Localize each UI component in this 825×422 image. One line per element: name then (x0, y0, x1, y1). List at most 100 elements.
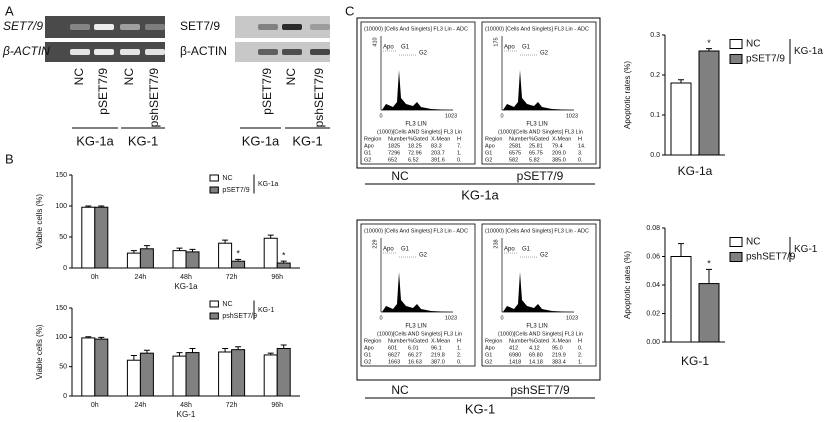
y-tick-label: 150 (55, 305, 67, 312)
gel-band (282, 49, 302, 55)
panel-label: A (5, 3, 14, 18)
legend-swatch (209, 186, 219, 194)
flow-gate: G1 (522, 247, 531, 253)
flow-cell: 14.18 (529, 359, 543, 365)
flow-cell: 5.82 (529, 157, 540, 163)
x-tick-label: 0h (91, 274, 99, 281)
flow-box (360, 223, 476, 367)
flow-header: (10000) [Cells And Singlets] FL3 Lin - A… (485, 228, 589, 234)
flow-cell: 6627 (388, 352, 400, 358)
error-bar (98, 205, 105, 208)
y-axis-label: Apoptotic rates (%) (623, 61, 632, 129)
y-tick-label: 0 (63, 265, 67, 272)
error-bar (706, 48, 712, 51)
flow-frame (356, 17, 601, 169)
flow-xtick: 0 (379, 315, 382, 321)
legend-swatch (209, 300, 219, 308)
flow-table-title: (1000)[Cells AND Singlets] FL3 Lin (377, 331, 462, 337)
flow-cell: 66.27 (408, 352, 422, 358)
bar (231, 260, 246, 269)
flow-ymax: 229 (372, 239, 378, 248)
flow-cell: 2. (457, 352, 462, 358)
flow-cell-line: KG-1 (465, 401, 495, 416)
group-label: KG-1a (242, 133, 280, 148)
error-bar (222, 239, 229, 244)
flow-box (481, 223, 597, 367)
flow-col: H (457, 136, 461, 142)
flow-cell: 6980 (509, 352, 521, 358)
legend-label: pSET7/9 (746, 54, 785, 65)
bar (172, 355, 187, 397)
error-bar (189, 248, 196, 252)
lane-label: NC (284, 68, 298, 86)
flow-cell: 96.1 (431, 345, 442, 351)
y-axis-label: Viable cells (%) (35, 194, 44, 249)
flow-cell: G1 (485, 352, 492, 358)
flow-col: Number (509, 338, 529, 344)
y-tick-label: 0.08 (646, 225, 660, 232)
y-tick-label: 100 (55, 203, 67, 210)
error-bar (678, 243, 684, 257)
flow-xtick: 0 (500, 113, 503, 119)
gel-row-label: SET7/9 (180, 19, 220, 33)
flow-cell: 412 (509, 345, 518, 351)
flow-cell: 6.01 (408, 345, 419, 351)
flow-cell-line: KG-1a (461, 187, 499, 202)
flow-gate: Apo (504, 247, 515, 253)
flow-cell: 601 (388, 345, 397, 351)
flow-cell: 1. (578, 359, 583, 365)
flow-cell: 391.6 (431, 157, 445, 163)
flow-sample-label: NC (391, 383, 409, 397)
flow-histogram (503, 70, 572, 110)
significance: * (282, 251, 286, 261)
flow-histogram (503, 272, 572, 312)
gel-band (120, 24, 140, 30)
legend-label: pshSET7/9 (222, 313, 257, 320)
flow-col: %Gated (529, 136, 549, 142)
flow-col: %Gated (408, 338, 428, 344)
gel-band (145, 24, 165, 30)
lane-label: NC (72, 68, 86, 86)
bar (94, 338, 109, 397)
error-bar (176, 352, 183, 357)
flow-gate: Apo (383, 247, 394, 253)
gel-band (282, 24, 302, 30)
flow-cell: 219.9 (552, 352, 566, 358)
bar (94, 206, 109, 269)
flow-cell: G1 (485, 150, 492, 156)
error-bar (85, 205, 92, 208)
y-tick-label: 0.1 (650, 112, 660, 119)
error-bar (280, 344, 287, 349)
legend-swatch (729, 252, 743, 262)
lane-label: pshSET7/9 (312, 68, 326, 128)
bar (263, 354, 278, 397)
gel-band (70, 49, 90, 55)
bar (698, 283, 720, 343)
flow-cell: 25.81 (529, 143, 543, 149)
legend-label: NC (222, 301, 232, 308)
gel-band (94, 24, 114, 30)
error-bar (678, 79, 684, 83)
x-axis-label: KG-1a (678, 164, 713, 178)
y-tick-label: 150 (55, 172, 67, 179)
x-tick-label: 24h (135, 402, 147, 409)
flow-cell: 383.4 (552, 359, 566, 365)
flow-cell: 3. (578, 150, 583, 156)
flow-cell: 1418 (509, 359, 521, 365)
flow-gate: G2 (540, 253, 549, 259)
error-bar (85, 336, 92, 338)
flow-col: Number (388, 136, 408, 142)
panel-label: C (345, 3, 354, 18)
x-axis-label: KG-1 (177, 410, 196, 419)
group-label: KG-1a (76, 133, 114, 148)
flow-gate: G2 (419, 253, 428, 259)
bar (698, 50, 720, 156)
flow-cell: 4.12 (529, 345, 540, 351)
flow-histogram (382, 70, 451, 110)
error-bar (706, 268, 712, 284)
y-tick-label: 50 (59, 364, 67, 371)
flow-cell: G2 (485, 359, 492, 365)
x-tick-label: 48h (180, 402, 192, 409)
flow-cell: 6575 (509, 150, 521, 156)
flow-xtick: 1023 (566, 315, 578, 321)
